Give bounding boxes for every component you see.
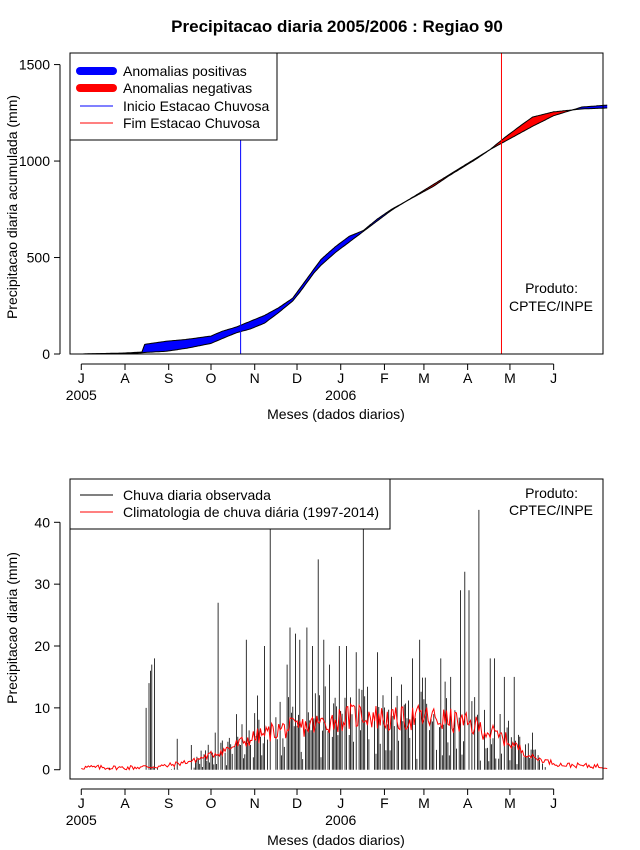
x-year-label: 2005: [66, 812, 97, 828]
y-tick-label: 40: [34, 514, 50, 530]
legend: Anomalias positivas Anomalias negativas …: [69, 52, 278, 141]
legend-label-negative: Anomalias negativas: [123, 80, 252, 96]
x-tick-label: O: [206, 795, 217, 811]
y-tick-label: 1500: [19, 57, 50, 73]
y-tick-label: 20: [34, 638, 50, 654]
positive-anomaly-area: [81, 105, 608, 354]
x-tick-label: J: [337, 795, 344, 811]
y-tick-label: 0: [42, 762, 50, 778]
product-label: Produto:: [525, 485, 578, 501]
x-tick-label: M: [418, 370, 430, 386]
x-tick-label: M: [504, 370, 516, 386]
legend-label-end: Fim Estacao Chuvosa: [123, 115, 260, 131]
climatology-line: [81, 702, 608, 771]
climatology-cumulative-line: [81, 107, 608, 355]
y-tick-label: 30: [34, 576, 50, 592]
x-tick-label: O: [206, 370, 217, 386]
x-axis-label: Meses (dados diarios): [267, 406, 405, 422]
daily-bars: [109, 497, 546, 770]
x-tick-label: D: [292, 795, 302, 811]
legend-label-positive: Anomalias positivas: [123, 63, 247, 79]
observed-cumulative-line: [81, 104, 608, 355]
x-year-label: 2006: [325, 387, 356, 403]
product-label: Produto:: [525, 280, 578, 296]
y-tick-label: 1000: [19, 153, 50, 169]
chart-title: Precipitacao diaria 2005/2006 : Regiao 9…: [171, 17, 503, 36]
x-tick-label: F: [380, 370, 389, 386]
x-year-label: 2005: [66, 387, 97, 403]
cumulative-panel: Precipitacao diaria 2005/2006 : Regiao 9…: [4, 17, 608, 422]
x-tick-label: A: [463, 370, 473, 386]
x-tick-label: M: [504, 795, 516, 811]
legend-label-climatology: Climatologia de chuva diária (1997-2014): [123, 504, 379, 520]
x-tick-label: M: [418, 795, 430, 811]
x-tick-label: S: [164, 795, 173, 811]
x-tick-label: N: [250, 795, 260, 811]
legend: Chuva diaria observada Climatologia de c…: [69, 478, 391, 530]
x-tick-label: D: [292, 370, 302, 386]
product-source: CPTEC/INPE: [509, 502, 593, 518]
x-tick-label: A: [463, 795, 473, 811]
y-axis-label: Precipitacao diaria acumulada (mm): [4, 95, 20, 319]
y-axis: 0 10 20 30 40: [34, 514, 61, 778]
y-axis-label: Precipitacao diaria (mm): [4, 552, 20, 704]
x-tick-label: J: [337, 370, 344, 386]
y-tick-label: 0: [42, 346, 50, 362]
y-axis: 0 500 1000 1500: [19, 57, 61, 362]
x-tick-label: J: [550, 795, 557, 811]
plot-frame: [69, 52, 604, 355]
legend-label-observed: Chuva diaria observada: [123, 487, 271, 503]
x-year-label: 2006: [325, 812, 356, 828]
anomaly-area: [81, 104, 608, 355]
x-tick-label: J: [78, 370, 85, 386]
x-tick-label: N: [250, 370, 260, 386]
y-tick-label: 10: [34, 700, 50, 716]
legend-box: [69, 478, 391, 530]
product-source: CPTEC/INPE: [509, 298, 593, 314]
x-tick-label: A: [120, 795, 130, 811]
y-tick-label: 500: [27, 250, 51, 266]
x-tick-label: F: [380, 795, 389, 811]
x-tick-label: J: [78, 795, 85, 811]
x-axis-label: Meses (dados diarios): [267, 832, 405, 848]
legend-label-onset: Inicio Estacao Chuvosa: [123, 98, 270, 114]
x-tick-label: A: [120, 370, 130, 386]
x-tick-label: S: [164, 370, 173, 386]
x-tick-label: J: [550, 370, 557, 386]
negative-anomaly-area: [81, 108, 608, 354]
